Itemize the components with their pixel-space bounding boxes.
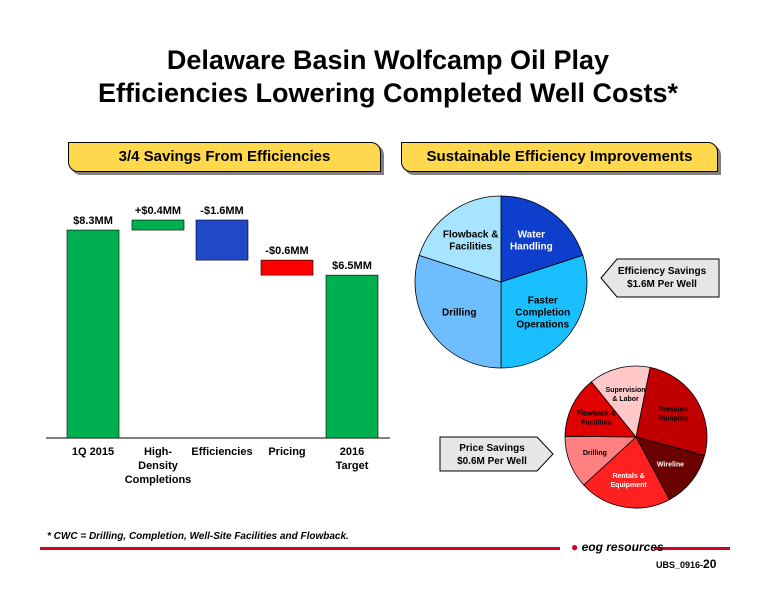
pie-slice-label: Pumping bbox=[658, 416, 688, 423]
waterfall-bar bbox=[66, 229, 120, 439]
logo-text: eog resources bbox=[581, 540, 664, 554]
efficiency-callout-line-1: Efficiency Savings bbox=[618, 266, 707, 277]
category-label: Density bbox=[138, 460, 179, 472]
pie-slice-label: Facilities bbox=[449, 242, 492, 253]
pie-slice-label: Drilling bbox=[442, 308, 476, 319]
company-logo: ● eog resources bbox=[571, 540, 664, 554]
bar-value-label: -$1.6MM bbox=[200, 205, 243, 217]
footnote: * CWC = Drilling, Completion, Well-Site … bbox=[47, 531, 349, 542]
pie-slice-label: Equipment bbox=[611, 482, 648, 489]
pie-slice-label: Water bbox=[518, 230, 546, 241]
pie-slice bbox=[564, 381, 637, 438]
pie-slice-label: Handling bbox=[510, 242, 553, 253]
efficiency-savings-callout: Efficiency Savings $1.6M Per Well bbox=[600, 258, 720, 298]
category-label: Completions bbox=[125, 474, 192, 486]
pie-slice-label: Facilities bbox=[581, 420, 611, 427]
pie-slice bbox=[635, 436, 706, 501]
footer-divider-left bbox=[40, 547, 560, 550]
bar-value-label: +$0.4MM bbox=[135, 205, 181, 217]
waterfall-bar bbox=[325, 274, 379, 439]
right-banner: Sustainable Efficiency Improvements bbox=[401, 142, 718, 172]
title-line-2: Efficiencies Lowering Completed Well Cos… bbox=[97, 78, 679, 108]
pie-slice bbox=[635, 366, 708, 456]
pie-slice-label: Flowback & bbox=[577, 411, 616, 418]
pie-slice-label: Supervision bbox=[606, 387, 646, 394]
pie-slice-label: Completion bbox=[515, 308, 570, 319]
pie-slice bbox=[418, 195, 502, 283]
pie-slice bbox=[500, 195, 584, 283]
left-banner: 3/4 Savings From Efficiencies bbox=[68, 142, 381, 172]
pie-slice bbox=[414, 254, 502, 369]
price-callout-line-2: $0.6M Per Well bbox=[457, 456, 527, 467]
bar-value-label: $8.3MM bbox=[73, 215, 113, 227]
pie-slice-label: & Labor bbox=[612, 396, 639, 403]
slide-number: 20 bbox=[703, 557, 717, 571]
pie-slice-label: Wireline bbox=[657, 462, 684, 469]
category-label: Pricing bbox=[268, 446, 305, 458]
pie-slice bbox=[500, 254, 588, 369]
page-title: Delaware Basin Wolfcamp Oil Play Efficie… bbox=[0, 44, 776, 110]
waterfall-bar bbox=[195, 219, 249, 261]
waterfall-bar bbox=[260, 259, 314, 276]
oil-drop-icon: ● bbox=[571, 540, 579, 554]
bar-value-label: -$0.6MM bbox=[265, 245, 308, 257]
pie-slice-label: Pressure bbox=[658, 407, 688, 414]
price-savings-callout: Price Savings $0.6M Per Well bbox=[439, 436, 554, 472]
category-label: High- bbox=[144, 446, 172, 458]
pie-slice-label: Operations bbox=[516, 320, 569, 331]
pie-slice-label: Drilling bbox=[583, 450, 607, 457]
slide-id: UBS_0916-20 bbox=[656, 557, 716, 571]
bar-value-label: $6.5MM bbox=[332, 260, 372, 272]
slide-code: UBS_0916- bbox=[656, 560, 704, 570]
category-label: 2016 bbox=[340, 446, 364, 458]
footer-divider-right bbox=[654, 547, 730, 550]
price-callout-line-1: Price Savings bbox=[459, 443, 525, 454]
pie-slice-label: Rentals & bbox=[612, 473, 644, 480]
pie-slice-label: Flowback & bbox=[443, 230, 499, 241]
efficiency-callout-line-2: $1.6M Per Well bbox=[627, 279, 697, 290]
category-label: 1Q 2015 bbox=[72, 446, 114, 458]
price-pie: Pressure Pumping Wireline Rentals & Equipmen… bbox=[564, 365, 708, 509]
title-line-1: Delaware Basin Wolfcamp Oil Play bbox=[166, 45, 610, 75]
category-label: Efficiencies bbox=[191, 446, 252, 458]
pie-slice-label: Faster bbox=[528, 296, 558, 307]
category-label: Target bbox=[336, 460, 369, 472]
pie-slice bbox=[590, 365, 651, 438]
pie-slice bbox=[583, 436, 671, 509]
waterfall-bar bbox=[131, 219, 185, 231]
